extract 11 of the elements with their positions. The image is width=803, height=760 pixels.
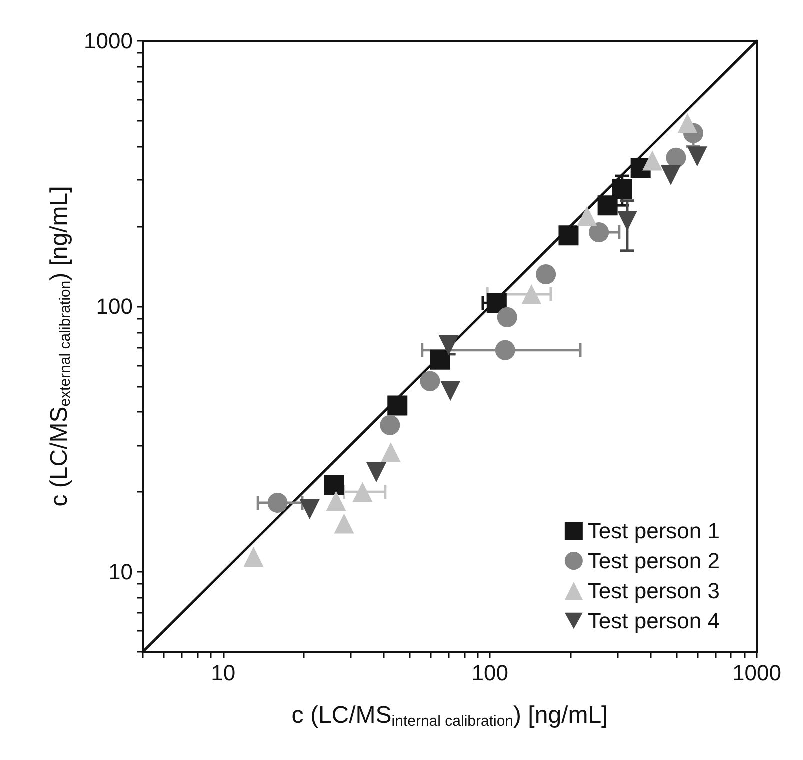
legend-label: Test person 3 xyxy=(588,578,720,604)
y-tick-label: 10 xyxy=(108,560,133,585)
legend-label: Test person 1 xyxy=(588,518,720,544)
y-axis-title: c (LC/MSexternal calibration) [ng/mL] xyxy=(46,186,74,507)
y-tick-label: 1000 xyxy=(84,28,133,54)
legend-label: Test person 4 xyxy=(588,608,720,634)
y-tick-label: 100 xyxy=(96,294,133,320)
x-tick-label: 100 xyxy=(472,660,509,686)
x-tick-label: 10 xyxy=(211,660,236,686)
x-tick-label: 1000 xyxy=(732,660,782,686)
legend-label: Test person 2 xyxy=(588,548,720,574)
